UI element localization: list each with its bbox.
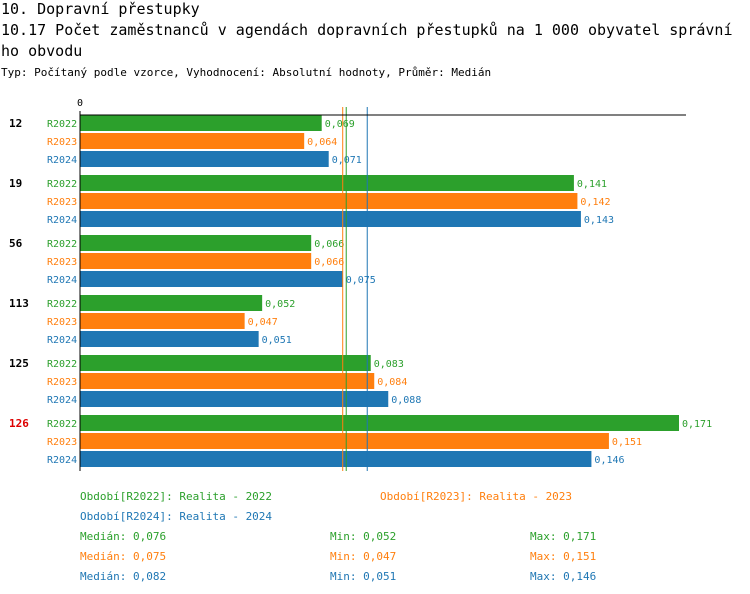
value-label: 0,066: [314, 257, 344, 268]
value-label: 0,071: [332, 155, 362, 166]
bar-r2022: [80, 295, 263, 311]
category-label: 56: [9, 237, 23, 250]
series-label: R2022: [47, 239, 77, 250]
series-label: R2023: [47, 197, 77, 208]
series-label: R2022: [47, 299, 77, 310]
chart-type-description: Typ: Počítaný podle vzorce, Vyhodnocení:…: [1, 66, 492, 79]
series-label: R2023: [47, 437, 77, 448]
value-label: 0,171: [682, 419, 712, 430]
bar-r2022: [80, 115, 322, 131]
chart-title-line-2: ho obvodu: [1, 42, 83, 60]
value-label: 0,088: [391, 395, 421, 406]
value-label: 0,143: [584, 215, 614, 226]
series-label: R2023: [47, 257, 77, 268]
bar-r2023: [80, 433, 609, 449]
category-label: 126: [9, 417, 29, 430]
series-label: R2024: [47, 335, 77, 346]
legend-period-r2023: Období[R2023]: Realita - 2023: [380, 490, 573, 503]
value-label: 0,052: [265, 299, 295, 310]
value-label: 0,151: [612, 437, 642, 448]
value-label: 0,141: [577, 179, 607, 190]
series-label: R2024: [47, 155, 77, 166]
value-label: 0,047: [248, 317, 278, 328]
series-label: R2024: [47, 215, 77, 226]
axis-zero-label: 0: [77, 98, 83, 109]
series-label: R2022: [47, 119, 77, 130]
legend-max-r2023: Max: 0,151: [530, 550, 597, 563]
value-label: 0,066: [314, 239, 344, 250]
legend-min-r2023: Min: 0,047: [330, 550, 397, 563]
value-label: 0,142: [580, 197, 610, 208]
value-label: 0,064: [307, 137, 337, 148]
bar-r2023: [80, 313, 245, 329]
chart-title-line-1: 10.17 Počet zaměstnanců v agendách dopra…: [1, 21, 733, 39]
legend-max-r2024: Max: 0,146: [530, 570, 597, 583]
category-label: 113: [9, 297, 29, 310]
bar-r2022: [80, 355, 371, 371]
bar-r2024: [80, 271, 343, 287]
category-label: 125: [9, 357, 29, 370]
series-label: R2023: [47, 137, 77, 148]
bar-r2023: [80, 373, 375, 389]
value-label: 0,075: [346, 275, 376, 286]
category-label: 12: [9, 117, 22, 130]
series-label: R2024: [47, 395, 77, 406]
series-label: R2023: [47, 377, 77, 388]
value-label: 0,069: [325, 119, 355, 130]
legend-median-r2023: Medián: 0,075: [80, 550, 167, 563]
value-label: 0,083: [374, 359, 404, 370]
series-label: R2024: [47, 275, 77, 286]
bar-r2024: [80, 451, 592, 467]
page-title: 10. Dopravní přestupky: [1, 0, 200, 18]
value-label: 0,146: [594, 455, 624, 466]
bar-r2022: [80, 415, 679, 431]
bar-r2024: [80, 211, 581, 227]
bar-r2023: [80, 253, 312, 269]
bar-r2023: [80, 193, 578, 209]
bar-r2022: [80, 235, 312, 251]
series-label: R2022: [47, 419, 77, 430]
series-label: R2022: [47, 359, 77, 370]
category-label: 19: [9, 177, 22, 190]
series-label: R2022: [47, 179, 77, 190]
series-label: R2024: [47, 455, 77, 466]
value-label: 0,051: [262, 335, 292, 346]
bar-r2024: [80, 391, 389, 407]
legend-median-r2024: Medián: 0,082: [80, 570, 167, 583]
bar-r2024: [80, 151, 329, 167]
bar-r2024: [80, 331, 259, 347]
legend-period-r2024: Období[R2024]: Realita - 2024: [80, 510, 273, 523]
series-label: R2023: [47, 317, 77, 328]
legend-max-r2022: Max: 0,171: [530, 530, 597, 543]
legend-period-r2022: Období[R2022]: Realita - 2022: [80, 490, 273, 503]
legend-min-r2024: Min: 0,051: [330, 570, 397, 583]
legend-min-r2022: Min: 0,052: [330, 530, 397, 543]
legend-median-r2022: Medián: 0,076: [80, 530, 167, 543]
value-label: 0,084: [377, 377, 407, 388]
bar-r2023: [80, 133, 305, 149]
bar-r2022: [80, 175, 574, 191]
